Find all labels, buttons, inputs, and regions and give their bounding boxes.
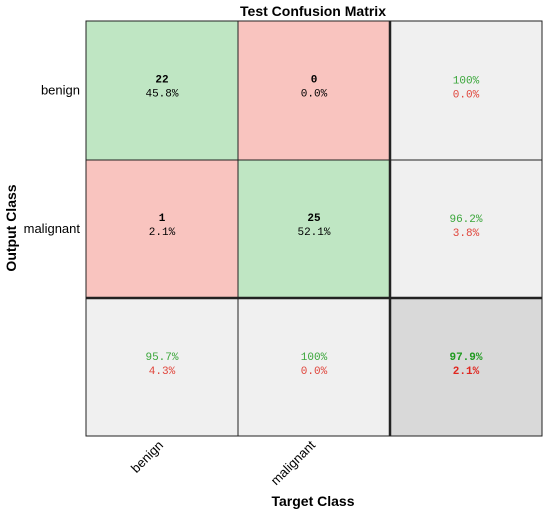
x-tick-label: benign — [128, 438, 166, 476]
matrix-cell: 100% 0.0% — [238, 298, 390, 436]
y-tick-label: malignant — [24, 221, 81, 236]
cell-percent: 0.0% — [301, 89, 328, 101]
matrix-cell: 1 2.1% — [86, 160, 238, 298]
matrix-cell: 96.2% 3.8% — [390, 160, 542, 298]
summary-incorrect: 0.0% — [301, 366, 328, 378]
summary-correct: 100% — [301, 352, 328, 364]
y-tick-label: benign — [41, 83, 80, 98]
cell-background — [390, 298, 542, 436]
summary-correct: 96.2% — [449, 214, 482, 226]
summary-incorrect: 0.0% — [453, 90, 480, 102]
summary-correct: 97.9% — [449, 352, 482, 364]
matrix-cell: 22 45.8% — [86, 21, 238, 160]
cell-background — [86, 298, 238, 436]
cell-count: 1 — [159, 213, 166, 225]
cell-count: 25 — [307, 213, 321, 225]
y-axis-label: Output Class — [3, 184, 19, 271]
matrix-border — [85, 20, 543, 437]
cell-percent: 52.1% — [297, 227, 330, 239]
matrix-cell: 97.9% 2.1% — [390, 298, 542, 436]
cell-background — [390, 160, 542, 298]
cell-background — [86, 160, 238, 298]
summary-incorrect: 2.1% — [453, 366, 480, 378]
x-tick-label: malignant — [268, 437, 319, 488]
cell-count: 0 — [311, 75, 318, 87]
cell-background — [238, 160, 390, 298]
matrix-cell: 100% 0.0% — [390, 21, 542, 160]
cell-percent: 2.1% — [149, 227, 176, 239]
matrix-cell: 0 0.0% — [238, 21, 390, 160]
cell-background — [86, 21, 238, 160]
summary-incorrect: 4.3% — [149, 366, 176, 378]
cell-background — [238, 21, 390, 160]
summary-correct: 95.7% — [145, 352, 178, 364]
cell-count: 22 — [155, 75, 168, 87]
matrix-cell: 95.7% 4.3% — [86, 298, 238, 436]
cell-percent: 45.8% — [145, 89, 178, 101]
chart-title: Test Confusion Matrix — [240, 3, 386, 19]
summary-correct: 100% — [453, 76, 480, 88]
cell-background — [390, 21, 542, 160]
matrix-cell: 25 52.1% — [238, 160, 390, 298]
x-axis-label: Target Class — [272, 493, 355, 509]
cell-background — [238, 298, 390, 436]
summary-incorrect: 3.8% — [453, 228, 480, 240]
